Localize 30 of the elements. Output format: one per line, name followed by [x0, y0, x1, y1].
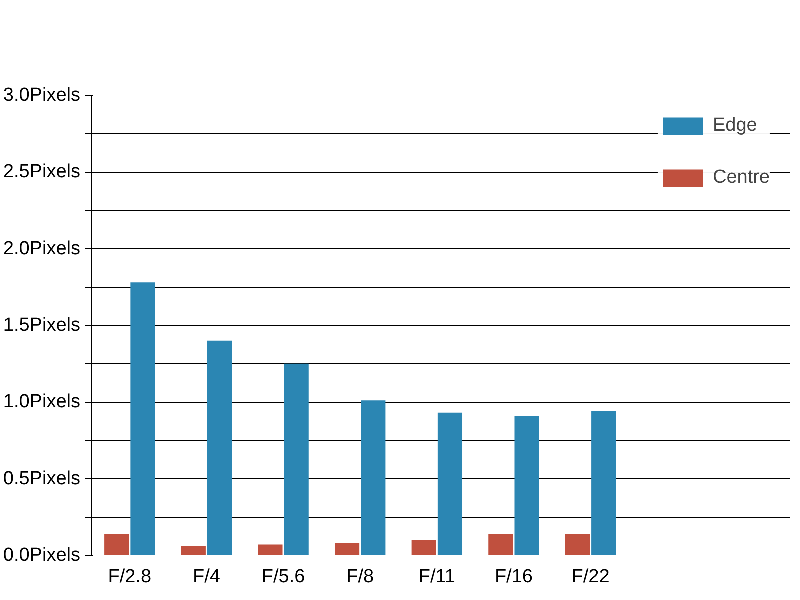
y-tick-label: 2.0Pixels: [3, 238, 81, 260]
bar: [361, 400, 386, 556]
x-tick-label: F/22: [572, 566, 610, 588]
bar: [412, 540, 436, 556]
bar: [565, 534, 590, 556]
bar: [181, 546, 206, 556]
bar: [488, 534, 514, 556]
y-tick-label: 1.5Pixels: [3, 315, 81, 336]
bar: [258, 544, 283, 556]
x-tick-label: F/11: [418, 566, 456, 588]
bar: [514, 416, 540, 556]
y-tick-label: 2.5Pixels: [3, 162, 81, 183]
x-tick-label: F/4: [192, 566, 221, 588]
bar: [335, 543, 360, 556]
x-tick-label: F/5.6: [262, 566, 306, 588]
bar: [207, 340, 232, 556]
legend-label: Edge: [712, 115, 758, 137]
bar: [438, 412, 463, 556]
y-tick-label: 3.0Pixels: [3, 85, 81, 106]
y-tick-label: 0.0Pixels: [3, 545, 81, 566]
bar: [130, 282, 156, 556]
bar: [592, 411, 616, 556]
legend-label: Centre: [712, 167, 770, 189]
x-tick-label: F/16: [494, 566, 533, 588]
y-tick-label: 0.5Pixels: [3, 468, 81, 490]
x-tick-label: F/8: [346, 566, 374, 588]
y-tick-label: 1.0Pixels: [3, 392, 81, 413]
bar: [104, 534, 130, 556]
bar: [284, 364, 309, 556]
x-tick-label: F/2.8: [108, 566, 152, 588]
